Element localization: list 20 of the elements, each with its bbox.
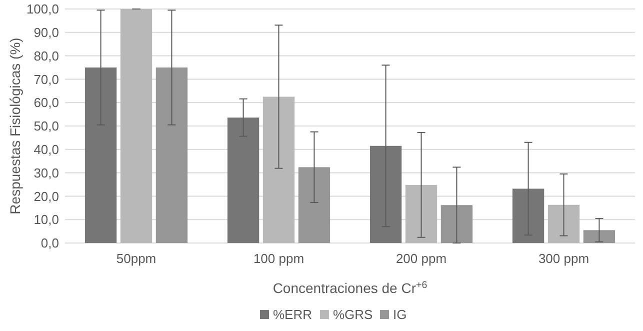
y-tick-label: 70,0 (34, 72, 59, 87)
x-tick-label: 50ppm (116, 251, 156, 266)
y-tick-label: 30,0 (34, 165, 59, 180)
y-tick-label: 80,0 (34, 48, 59, 64)
y-tick-label: 0,0 (40, 236, 59, 251)
y-axis-title: Respuestas Fisiológicas (%) (7, 38, 23, 214)
y-tick-label: 40,0 (34, 142, 59, 157)
y-tick-label: 100,0 (26, 2, 59, 17)
y-tick-label: 50,0 (34, 118, 59, 134)
y-tick-label: 20,0 (34, 188, 59, 204)
y-tick-label: 10,0 (34, 212, 59, 228)
legend-label: %ERR (273, 307, 312, 322)
x-tick-label: 200 ppm (396, 251, 447, 266)
legend-label: IG (393, 307, 407, 322)
legend-label: %GRS (333, 307, 374, 322)
y-tick-label: 90,0 (34, 24, 59, 40)
x-tick-label: 100 ppm (253, 251, 304, 266)
y-tick-label: 60,0 (34, 95, 59, 110)
x-axis-title: Concentraciones de Cr$^{+6}$ (272, 280, 428, 296)
x-tick-label: 300 ppm (538, 251, 590, 266)
